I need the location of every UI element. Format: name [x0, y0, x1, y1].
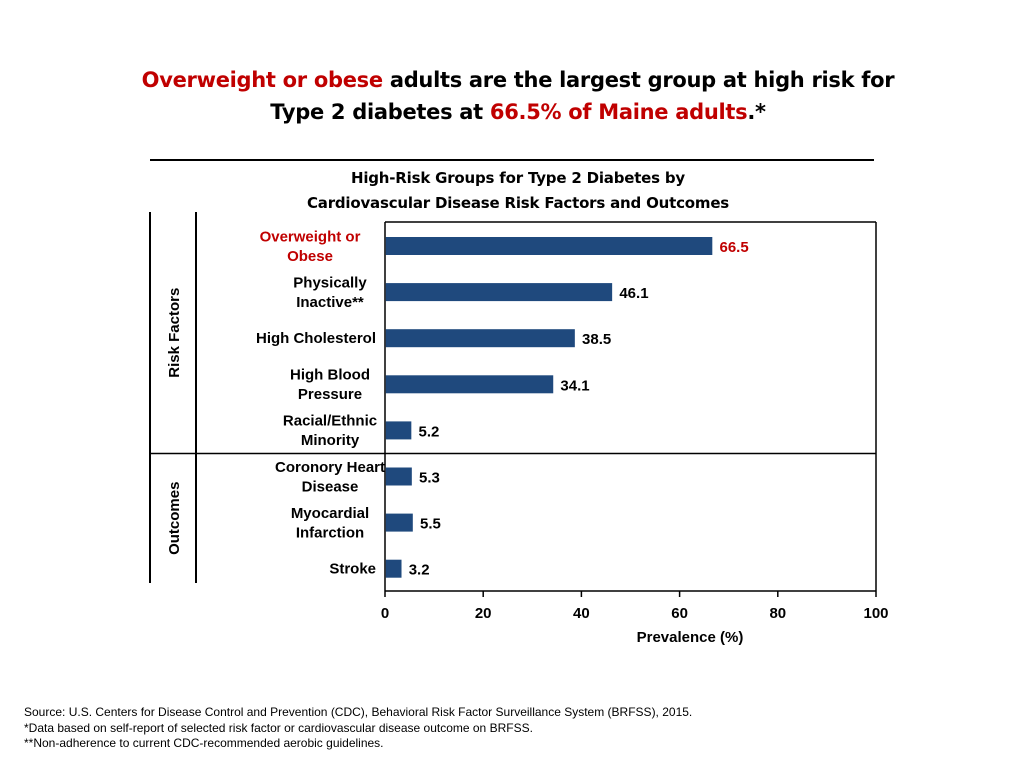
headline-highlight-2: 66.5% of Maine adults: [489, 100, 748, 124]
group-label-1: Outcomes: [166, 482, 183, 555]
category-label-4-0: Racial/Ethnic: [283, 413, 377, 430]
category-label-0-1: Obese: [287, 248, 333, 265]
category-label-0-0: Overweight or: [260, 228, 361, 245]
chart-title-line-2: Cardiovascular Disease Risk Factors and …: [306, 194, 730, 212]
footnote-self-report: *Data based on self-report of selected r…: [24, 720, 533, 735]
category-label-3-0: High Blood: [290, 367, 370, 384]
headline-text-1: adults are the largest group at high ris…: [382, 68, 895, 92]
bar-5: [385, 467, 412, 486]
bar-3: [385, 375, 554, 394]
bar-0: [385, 237, 713, 255]
bar-2: [385, 329, 575, 348]
value-label-3: 34.1: [560, 377, 589, 394]
value-label-5: 5.3: [419, 470, 440, 487]
chart-title-line-1: High-Risk Groups for Type 2 Diabetes by: [350, 169, 686, 187]
value-label-2: 38.5: [582, 331, 611, 348]
value-label-1: 46.1: [619, 285, 648, 302]
bar-6: [385, 513, 413, 532]
category-label-1-1: Inactive**: [296, 294, 364, 311]
headline-line-2: Type 2 diabetes at 66.5% of Maine adults…: [0, 96, 1024, 128]
source-note: Source: U.S. Centers for Disease Control…: [24, 705, 693, 719]
category-label-6-0: Myocardial: [291, 505, 369, 522]
separator-rule: [150, 159, 874, 161]
value-label-7: 3.2: [409, 562, 430, 579]
category-label-5-1: Disease: [302, 478, 359, 495]
value-label-6: 5.5: [420, 516, 441, 533]
category-label-4-1: Minority: [301, 432, 360, 449]
headline: Overweight or obese adults are the large…: [0, 64, 1024, 128]
x-tick-label-5: 100: [863, 605, 888, 622]
footer-notes: Source: U.S. Centers for Disease Control…: [24, 705, 692, 752]
headline-highlight-1: Overweight or obese: [141, 68, 383, 92]
headline-line-1: Overweight or obese adults are the large…: [0, 64, 1024, 96]
x-tick-label-4: 80: [769, 605, 786, 622]
x-tick-label-3: 60: [671, 605, 688, 622]
bar-1: [385, 283, 613, 302]
x-axis-label: Prevalence (%): [637, 629, 744, 646]
x-tick-label-0: 0: [381, 605, 389, 622]
x-tick-label-1: 20: [475, 605, 492, 622]
value-label-4: 5.2: [419, 423, 440, 440]
headline-text-3: .*: [747, 100, 766, 124]
value-label-0: 66.5: [720, 239, 749, 256]
chart-title: High-Risk Groups for Type 2 Diabetes by …: [300, 166, 736, 216]
x-tick-label-2: 40: [573, 605, 590, 622]
category-label-3-1: Pressure: [298, 386, 362, 403]
bar-7: [385, 559, 402, 578]
bar-4: [385, 421, 412, 440]
group-label-0: Risk Factors: [166, 288, 183, 378]
category-label-7-0: Stroke: [329, 561, 376, 578]
category-label-6-1: Infarction: [296, 524, 364, 541]
category-label-5-0: Coronory Heart: [275, 459, 385, 476]
category-label-1-0: Physically: [293, 274, 367, 291]
headline-text-2: Type 2 diabetes at: [270, 100, 490, 124]
footnote-aerobic: **Non-adherence to current CDC-recommend…: [24, 736, 384, 750]
category-label-2-0: High Cholesterol: [256, 330, 376, 347]
